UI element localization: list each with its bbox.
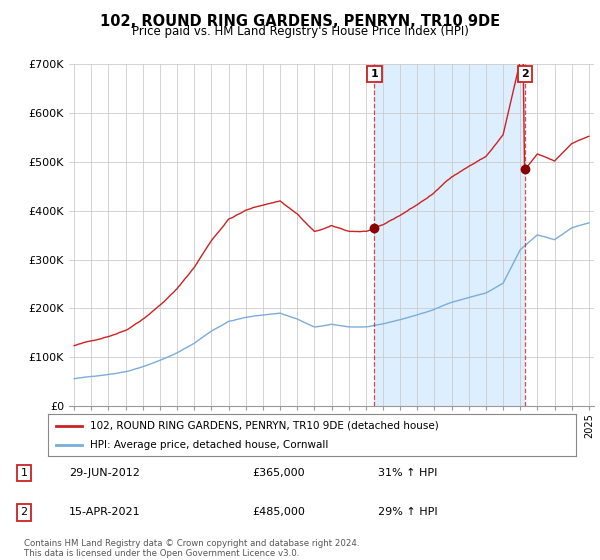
Text: 31% ↑ HPI: 31% ↑ HPI bbox=[378, 468, 437, 478]
Text: £365,000: £365,000 bbox=[252, 468, 305, 478]
Text: Contains HM Land Registry data © Crown copyright and database right 2024.
This d: Contains HM Land Registry data © Crown c… bbox=[24, 539, 359, 558]
Text: 102, ROUND RING GARDENS, PENRYN, TR10 9DE (detached house): 102, ROUND RING GARDENS, PENRYN, TR10 9D… bbox=[90, 421, 439, 431]
Text: 2: 2 bbox=[521, 69, 529, 79]
Text: Price paid vs. HM Land Registry's House Price Index (HPI): Price paid vs. HM Land Registry's House … bbox=[131, 25, 469, 38]
Text: 102, ROUND RING GARDENS, PENRYN, TR10 9DE: 102, ROUND RING GARDENS, PENRYN, TR10 9D… bbox=[100, 14, 500, 29]
Text: HPI: Average price, detached house, Cornwall: HPI: Average price, detached house, Corn… bbox=[90, 440, 329, 450]
Text: 2: 2 bbox=[20, 507, 28, 517]
Text: 29-JUN-2012: 29-JUN-2012 bbox=[69, 468, 140, 478]
Text: £485,000: £485,000 bbox=[252, 507, 305, 517]
Text: 1: 1 bbox=[20, 468, 28, 478]
Text: 1: 1 bbox=[371, 69, 378, 79]
Bar bbox=[374, 64, 525, 406]
Text: 15-APR-2021: 15-APR-2021 bbox=[69, 507, 140, 517]
Text: 29% ↑ HPI: 29% ↑ HPI bbox=[378, 507, 437, 517]
